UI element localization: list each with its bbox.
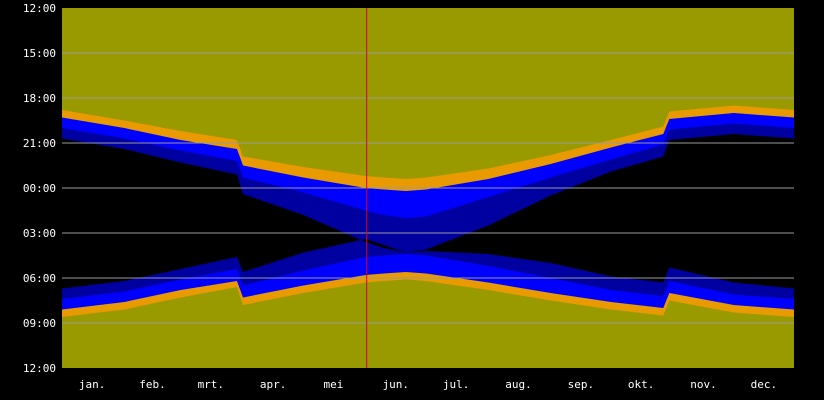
y-tick-label: 21:00: [23, 137, 56, 150]
x-tick-label: jul.: [443, 378, 470, 391]
y-tick-label: 12:00: [23, 2, 56, 15]
x-tick-label: jun.: [383, 378, 410, 391]
y-tick-label: 15:00: [23, 47, 56, 60]
y-axis-ticks: 12:00 15:00 18:00 21:00 00:00 03:00 06:00 09:00…: [23, 2, 56, 375]
x-tick-label: aug.: [505, 378, 532, 391]
night-band: [62, 134, 794, 289]
y-tick-label: 00:00: [23, 182, 56, 195]
x-tick-label: apr.: [260, 378, 287, 391]
y-tick-label: 12:00: [23, 362, 56, 375]
x-tick-label: sep.: [568, 378, 595, 391]
x-axis-ticks: jan. feb. mrt. apr. mei jun. jul. aug. sep. okt. n…: [79, 378, 777, 391]
y-tick-label: 06:00: [23, 272, 56, 285]
gridlines: [62, 52, 794, 324]
x-tick-label: dec.: [751, 378, 778, 391]
y-tick-label: 09:00: [23, 317, 56, 330]
y-tick-label: 18:00: [23, 92, 56, 105]
x-tick-label: jan.: [79, 378, 106, 391]
x-tick-label: nov.: [690, 378, 717, 391]
x-tick-label: mei: [324, 378, 344, 391]
twilight-bands: [62, 105, 794, 317]
x-tick-label: okt.: [628, 378, 655, 391]
x-tick-label: mrt.: [198, 378, 225, 391]
x-tick-label: feb.: [139, 378, 166, 391]
y-tick-label: 03:00: [23, 227, 56, 240]
